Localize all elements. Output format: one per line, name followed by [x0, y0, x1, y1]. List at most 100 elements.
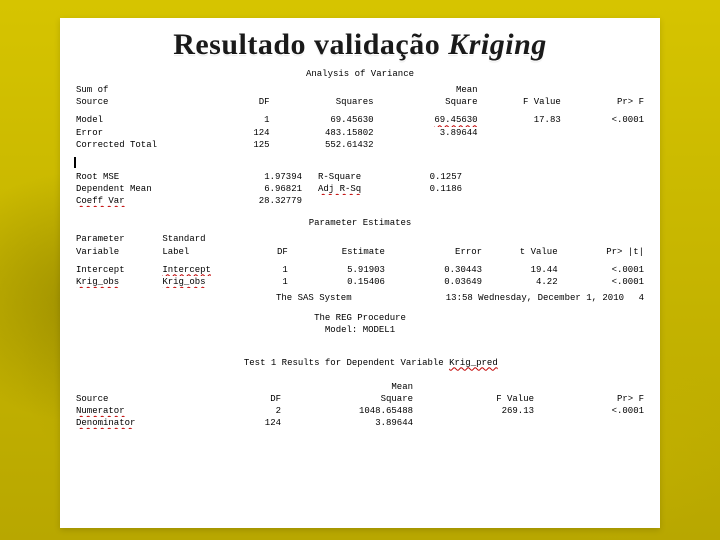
cell-label: Krig_obs: [162, 277, 205, 287]
fit-table: Root MSE 1.97394 R-Square 0.1257 Depende…: [74, 171, 646, 207]
col-header: Pr> |t|: [560, 246, 646, 258]
fit-rvalue: 0.1186: [394, 183, 464, 195]
params-heading: Parameter Estimates: [74, 217, 646, 229]
cell-prt: <.0001: [560, 264, 646, 276]
col-header: t Value: [484, 246, 560, 258]
cell-prf: [563, 127, 646, 139]
table-row: Krig_obs Krig_obs 1 0.15406 0.03649 4.22…: [74, 276, 646, 288]
cell-tvalue: 4.22: [484, 276, 560, 288]
col-header: Estimate: [290, 246, 387, 258]
anova-heading: Analysis of Variance: [74, 68, 646, 80]
table-row: Model 1 69.45630 69.45630 17.83 <.0001: [74, 114, 646, 126]
col-header: Variable: [74, 246, 160, 258]
fit-value: 1.97394: [204, 171, 304, 183]
col-header: Sum of: [74, 84, 209, 96]
table-row: Numerator 2 1048.65488 269.13 <.0001: [74, 405, 646, 417]
fit-rlabel: Adj R-Sq: [318, 184, 361, 194]
cell-sumsq: 552.61432: [272, 139, 376, 151]
table-row: The SAS System 13:58 Wednesday, December…: [74, 292, 646, 304]
cell-meansq: [376, 139, 480, 151]
cell-df: 124: [209, 127, 271, 139]
footer-system: The SAS System: [274, 292, 394, 304]
fit-value: 6.96821: [204, 183, 304, 195]
fit-rvalue: [394, 195, 464, 207]
table-row: Parameter Standard: [74, 233, 646, 245]
cell-source: Denominator: [76, 418, 135, 428]
col-header: Source: [74, 393, 217, 405]
col-header: DF: [217, 393, 283, 405]
cell-prf: <.0001: [563, 114, 646, 126]
cell-prf: [536, 417, 646, 429]
col-header: Error: [387, 246, 484, 258]
cell-meansq: 69.45630: [434, 115, 477, 125]
col-header: DF: [209, 96, 271, 108]
cell-square: 3.89644: [283, 417, 415, 429]
reg-proc-line2: Model: MODEL1: [74, 324, 646, 336]
cell-fvalue: [415, 417, 536, 429]
reg-proc-line1: The REG Procedure: [74, 312, 646, 324]
cell-sumsq: 483.15802: [272, 127, 376, 139]
col-header: Pr> F: [536, 393, 646, 405]
fit-label: Root MSE: [74, 171, 204, 183]
col-header: F Value: [415, 393, 536, 405]
cell-source: Numerator: [76, 406, 125, 416]
cell-variable: Intercept: [74, 264, 160, 276]
col-header: Standard: [160, 233, 246, 245]
page-title: Resultado validação Kriging: [74, 28, 646, 62]
cell-df: 125: [209, 139, 271, 151]
fit-label: Dependent Mean: [74, 183, 204, 195]
cell-sumsq: 69.45630: [272, 114, 376, 126]
cell-source: Corrected Total: [74, 139, 209, 151]
col-header: Square: [283, 393, 415, 405]
col-header: Pr> F: [563, 96, 646, 108]
cell-prf: [563, 139, 646, 151]
cell-prt: <.0001: [560, 276, 646, 288]
cell-prf: <.0001: [536, 405, 646, 417]
cell-df: 1: [247, 264, 290, 276]
reg-test-prefix: Test 1 Results for Dependent Variable: [244, 358, 449, 368]
anova-table: Sum of Mean Source DF Squares Square F V…: [74, 84, 646, 151]
col-header: DF: [247, 246, 290, 258]
cell-df: 2: [217, 405, 283, 417]
fit-rlabel: [304, 195, 394, 207]
footer-page: 4: [626, 292, 646, 304]
cell-source: Error: [74, 127, 209, 139]
table-row: Intercept Intercept 1 5.91903 0.30443 19…: [74, 264, 646, 276]
table-row: Dependent Mean 6.96821 Adj R-Sq 0.1186: [74, 183, 646, 195]
cell-source: Model: [74, 114, 209, 126]
cell-fvalue: 17.83: [480, 114, 563, 126]
cell-error: 0.03649: [387, 276, 484, 288]
col-header: Source: [74, 96, 209, 108]
col-header: Label: [160, 246, 246, 258]
fit-label: Coeff Var: [76, 196, 125, 206]
cell-tvalue: 19.44: [484, 264, 560, 276]
title-italic: Kriging: [448, 28, 547, 61]
title-text: Resultado validação: [173, 28, 448, 61]
fit-rvalue: 0.1257: [394, 171, 464, 183]
fit-rlabel: R-Square: [304, 171, 394, 183]
cell-fvalue: 269.13: [415, 405, 536, 417]
sas-footer: The SAS System 13:58 Wednesday, December…: [74, 292, 646, 304]
table-row: Source DF Square F Value Pr> F: [74, 393, 646, 405]
col-header: F Value: [480, 96, 563, 108]
cell-error: 0.30443: [387, 264, 484, 276]
cell-square: 1048.65488: [283, 405, 415, 417]
params-table: Parameter Standard Variable Label DF Est…: [74, 233, 646, 288]
table-row: Root MSE 1.97394 R-Square 0.1257: [74, 171, 646, 183]
cell-fvalue: [480, 127, 563, 139]
table-row: Coeff Var 28.32779: [74, 195, 646, 207]
cell-fvalue: [480, 139, 563, 151]
reg-test-var: Krig_pred: [449, 358, 498, 368]
table-row: Mean: [74, 381, 646, 393]
table-row: Source DF Squares Square F Value Pr> F: [74, 96, 646, 108]
cell-label: Intercept: [162, 265, 211, 275]
table-row: Error 124 483.15802 3.89644: [74, 127, 646, 139]
footer-timestamp: 13:58 Wednesday, December 1, 2010: [394, 292, 626, 304]
cell-meansq: 3.89644: [376, 127, 480, 139]
cell-estimate: 0.15406: [290, 276, 387, 288]
table-row: Sum of Mean: [74, 84, 646, 96]
reg-table: Mean Source DF Square F Value Pr> F Nume…: [74, 381, 646, 430]
col-header: Square: [376, 96, 480, 108]
text-cursor: [74, 153, 646, 171]
fit-value: 28.32779: [204, 195, 304, 207]
